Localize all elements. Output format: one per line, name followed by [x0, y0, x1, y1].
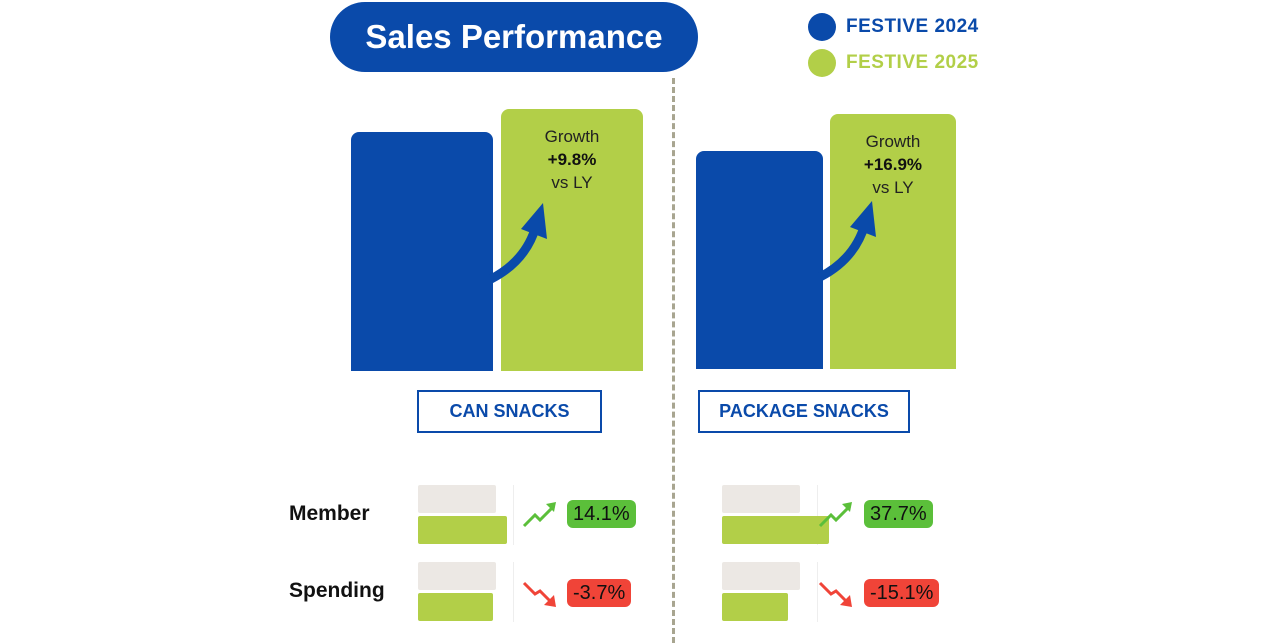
bar-separator: [513, 562, 514, 622]
category-label: CAN SNACKS: [417, 390, 602, 433]
legend-label: FESTIVE 2025: [846, 52, 979, 73]
metric-bar-festive-2024: [722, 485, 800, 513]
growth-label: Growth: [865, 132, 921, 152]
legend-marker-icon: [808, 49, 836, 77]
legend-item-festive-2024: FESTIVE 2024: [808, 13, 979, 41]
metric-bar-festive-2025: [722, 516, 830, 544]
bar-separator: [817, 485, 818, 545]
growth-label: Growth: [544, 126, 600, 146]
legend-marker-icon: [808, 13, 836, 41]
change-badge: -3.7%: [567, 579, 632, 607]
metric-label: Spending: [289, 579, 385, 602]
chart-title: Sales Performance: [330, 2, 698, 72]
bar-festive-2024: [696, 151, 823, 369]
growth-suffix: vs LY: [551, 172, 593, 192]
panel-divider: [672, 78, 675, 643]
growth-annotation: Growth +16.9% vs LY: [830, 130, 956, 199]
bar-separator: [513, 485, 514, 545]
metric-bar-festive-2025: [418, 516, 507, 544]
growth-annotation: Growth +9.8% vs LY: [501, 125, 643, 194]
bar-festive-2025: [501, 108, 643, 371]
change-badge: 37.7%: [864, 500, 933, 528]
change-badge: 14.1%: [567, 500, 636, 528]
growth-suffix: vs LY: [872, 178, 914, 198]
bar-festive-2025: [830, 114, 956, 369]
trend-down-icon: [522, 581, 556, 607]
growth-value: +9.8%: [547, 149, 597, 169]
growth-arrow-icon: [817, 201, 876, 282]
category-label: PACKAGE SNACKS: [698, 390, 910, 433]
trend-up-icon: [818, 502, 852, 528]
trend-up-icon: [522, 502, 556, 528]
bar-separator: [817, 562, 818, 622]
metric-bar-festive-2025: [722, 593, 789, 621]
metric-bar-festive-2024: [418, 562, 496, 590]
trend-down-icon: [818, 581, 852, 607]
legend-item-festive-2025: FESTIVE 2025: [808, 49, 979, 77]
growth-value: +16.9%: [863, 155, 923, 175]
metric-bar-festive-2024: [418, 485, 496, 513]
metric-label: Member: [289, 502, 370, 525]
legend-label: FESTIVE 2024: [846, 16, 979, 37]
bar-festive-2024: [351, 132, 493, 371]
growth-arrow-icon: [488, 203, 547, 284]
change-badge: -15.1%: [864, 579, 940, 607]
metric-bar-festive-2024: [722, 562, 800, 590]
metric-bar-festive-2025: [418, 593, 494, 621]
